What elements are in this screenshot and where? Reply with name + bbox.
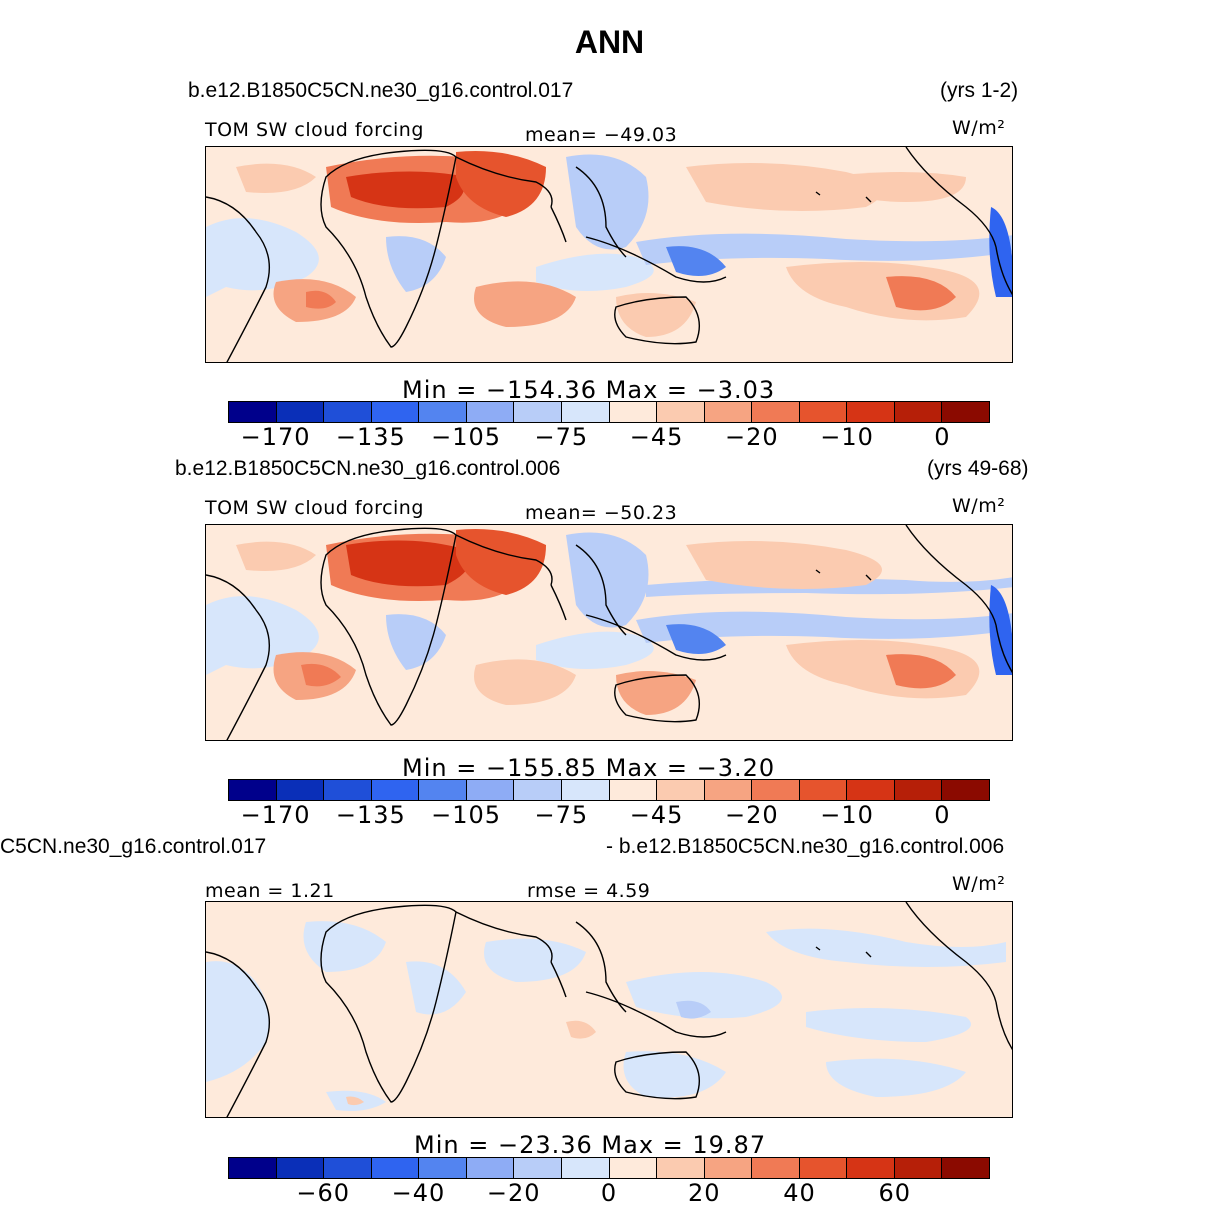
colorbar-swatch (894, 402, 943, 422)
colorbar-swatch (466, 402, 515, 422)
colorbar-swatch (466, 780, 515, 800)
colorbar-swatch (657, 402, 705, 422)
colorbar-tick-label: −170 (240, 423, 311, 451)
panel2-years: (yrs 49-68) (927, 457, 1029, 480)
colorbar-swatch (561, 1158, 610, 1178)
colorbar-swatch (657, 1158, 705, 1178)
panel3-map (205, 901, 1013, 1118)
colorbar-swatch (229, 402, 277, 422)
colorbar-swatch (419, 780, 467, 800)
panel3-case-left: C5CN.ne30_g16.control.017 (0, 835, 267, 858)
colorbar-tick-label: −20 (725, 801, 779, 829)
colorbar-tick-label: −170 (240, 801, 311, 829)
colorbar-swatch (324, 1158, 372, 1178)
colorbar-swatch (514, 780, 562, 800)
panel2-case-name: b.e12.B1850C5CN.ne30_g16.control.006 (175, 457, 561, 480)
colorbar-swatch (371, 1158, 420, 1178)
colorbar-swatch (419, 402, 467, 422)
colorbar-swatch (609, 780, 658, 800)
panel1-case-name: b.e12.B1850C5CN.ne30_g16.control.017 (188, 79, 574, 102)
colorbar-swatch (657, 780, 705, 800)
colorbar-swatch (276, 780, 325, 800)
colorbar-swatch (561, 780, 610, 800)
colorbar-tick-label: 20 (687, 1179, 721, 1207)
colorbar-swatch (514, 402, 562, 422)
colorbar-swatch (704, 1158, 753, 1178)
colorbar-tick-label: −135 (335, 423, 406, 451)
panel2-units: W/m² (952, 495, 1006, 517)
colorbar-swatch (609, 1158, 658, 1178)
colorbar-swatch (704, 402, 753, 422)
colorbar-tick-label: −75 (534, 801, 589, 829)
colorbar-swatch (847, 402, 895, 422)
colorbar-tick-label: −45 (629, 801, 684, 829)
colorbar-tick-label: −135 (335, 801, 406, 829)
colorbar-swatch (561, 402, 610, 422)
colorbar-swatch (894, 1158, 943, 1178)
colorbar-tick-label: 40 (783, 1179, 816, 1207)
colorbar-swatch (799, 402, 848, 422)
colorbar-tick-label: 60 (878, 1179, 912, 1207)
panel3-colorbar (228, 1157, 990, 1179)
colorbar-swatch (942, 780, 989, 800)
colorbar-swatch (229, 1158, 277, 1178)
panel1-years: (yrs 1-2) (940, 79, 1019, 102)
colorbar-tick-label: −10 (820, 801, 874, 829)
panel2-variable: TOM SW cloud forcing (205, 497, 424, 519)
colorbar-tick-label: −105 (431, 801, 502, 829)
panel2-colorbar (228, 779, 990, 801)
colorbar-swatch (847, 780, 895, 800)
colorbar-swatch (894, 780, 943, 800)
colorbar-tick-label: 0 (934, 423, 951, 451)
colorbar-swatch (704, 780, 753, 800)
colorbar-swatch (276, 402, 325, 422)
colorbar-tick-label: −75 (534, 423, 589, 451)
colorbar-swatch (752, 1158, 800, 1178)
panel3-minmax: Min = −23.36 Max = 19.87 (414, 1131, 767, 1159)
panel2-minmax: Min = −155.85 Max = −3.20 (402, 754, 776, 782)
colorbar-tick-label: 0 (934, 801, 951, 829)
colorbar-swatch (799, 1158, 848, 1178)
panel1-mean: mean= −49.03 (525, 124, 678, 146)
colorbar-swatch (276, 1158, 325, 1178)
colorbar-tick-label: 0 (600, 1179, 618, 1207)
panel1-colorbar (228, 401, 990, 423)
panel2-mean: mean= −50.23 (525, 502, 678, 524)
panel3-mean: mean = 1.21 (205, 880, 335, 902)
colorbar-tick-label: −105 (431, 423, 502, 451)
panel1-minmax: Min = −154.36 Max = −3.03 (402, 376, 776, 404)
colorbar-swatch (752, 780, 800, 800)
colorbar-swatch (942, 1158, 989, 1178)
colorbar-swatch (324, 780, 372, 800)
panel1-variable: TOM SW cloud forcing (205, 119, 424, 141)
colorbar-tick-label: −10 (820, 423, 874, 451)
colorbar-swatch (752, 402, 800, 422)
colorbar-swatch (229, 780, 277, 800)
colorbar-swatch (371, 402, 420, 422)
colorbar-tick-label: −60 (296, 1179, 351, 1207)
colorbar-swatch (324, 402, 372, 422)
panel1-units: W/m² (952, 117, 1006, 139)
colorbar-swatch (514, 1158, 562, 1178)
colorbar-tick-label: −40 (391, 1179, 446, 1207)
colorbar-tick-label: −20 (486, 1179, 541, 1207)
panel1-map (205, 146, 1013, 363)
colorbar-swatch (419, 1158, 467, 1178)
panel3-case-right: - b.e12.B1850C5CN.ne30_g16.control.006 (606, 835, 1005, 858)
colorbar-tick-label: −20 (725, 423, 779, 451)
plot-title: ANN (574, 24, 645, 60)
colorbar-swatch (609, 402, 658, 422)
panel3-rmse: rmse = 4.59 (527, 880, 651, 902)
colorbar-tick-label: −45 (629, 423, 684, 451)
panel3-units: W/m² (952, 873, 1006, 895)
colorbar-swatch (799, 780, 848, 800)
colorbar-swatch (847, 1158, 895, 1178)
colorbar-swatch (371, 780, 420, 800)
colorbar-swatch (466, 1158, 515, 1178)
colorbar-swatch (942, 402, 989, 422)
panel2-map (205, 524, 1013, 741)
